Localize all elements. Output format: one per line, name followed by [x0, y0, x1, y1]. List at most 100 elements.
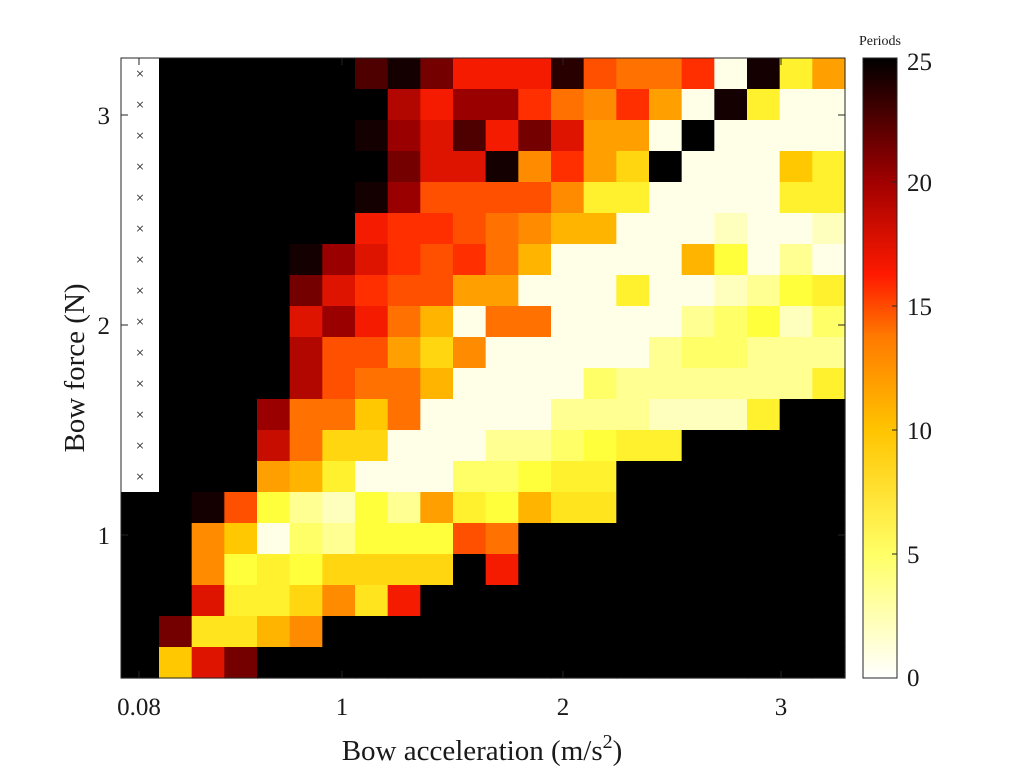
heatmap-cell [355, 647, 389, 679]
heatmap-cell [714, 585, 748, 617]
heatmap-cell [518, 337, 552, 369]
heatmap-cell [453, 58, 487, 90]
heatmap-cell [518, 554, 552, 586]
heatmap-cell [649, 554, 683, 586]
heatmap-cell [289, 399, 323, 431]
x-tick-label: 0.08 [117, 694, 161, 721]
heatmap-cell [616, 213, 650, 245]
heatmap-cell [224, 89, 258, 121]
heatmap-cell [289, 368, 323, 400]
heatmap-cell [583, 368, 617, 400]
heatmap-cell [616, 275, 650, 307]
heatmap-cell [714, 647, 748, 679]
heatmap-cell [616, 120, 650, 152]
heatmap-cell [812, 399, 846, 431]
heatmap-cell [616, 399, 650, 431]
heatmap-cell [322, 58, 356, 90]
heatmap-cell [387, 58, 421, 90]
heatmap-cell [747, 244, 781, 276]
heatmap-cell [583, 151, 617, 183]
heatmap-cell [159, 647, 193, 679]
heatmap-cell [747, 306, 781, 338]
heatmap-cell [355, 275, 389, 307]
heatmap-cell [322, 616, 356, 648]
no-data-marker: × [136, 191, 144, 207]
heatmap-cell [453, 554, 487, 586]
heatmap-cell [649, 368, 683, 400]
heatmap-cell [714, 151, 748, 183]
heatmap-cell [420, 120, 454, 152]
heatmap-cell [420, 151, 454, 183]
heatmap-cell [355, 337, 389, 369]
heatmap-cell [191, 523, 225, 555]
heatmap-cell [681, 492, 715, 524]
heatmap-cell [747, 89, 781, 121]
heatmap-cell [518, 647, 552, 679]
heatmap-cell [681, 647, 715, 679]
heatmap-cell [257, 616, 291, 648]
heatmap-cell [714, 306, 748, 338]
heatmap-cell [224, 58, 258, 90]
heatmap-cell [485, 430, 519, 462]
heatmap-cell [420, 461, 454, 493]
colorbar-title: Periods [859, 34, 901, 49]
heatmap-cell [387, 120, 421, 152]
heatmap-cell [191, 58, 225, 90]
heatmap-cell [551, 647, 585, 679]
heatmap-cell [420, 244, 454, 276]
heatmap-cell [159, 275, 193, 307]
heatmap-cell [485, 554, 519, 586]
heatmap-cell [714, 492, 748, 524]
heatmap-cell [551, 492, 585, 524]
colorbar-tick-label: 20 [907, 170, 932, 197]
heatmap-cell [485, 151, 519, 183]
heatmap-cell [714, 616, 748, 648]
heatmap-cell [191, 275, 225, 307]
no-data-marker: × [136, 439, 144, 455]
heatmap-cell [649, 647, 683, 679]
heatmap-cell [420, 368, 454, 400]
heatmap-cell [681, 275, 715, 307]
heatmap-cell [518, 213, 552, 245]
heatmap-cell [779, 182, 813, 214]
heatmap-cell [551, 399, 585, 431]
heatmap-cell [224, 523, 258, 555]
heatmap-cell [518, 306, 552, 338]
heatmap-cell [649, 585, 683, 617]
heatmap-cell [387, 399, 421, 431]
heatmap-cell [121, 492, 160, 524]
heatmap-cell [257, 647, 291, 679]
heatmap-cell [551, 213, 585, 245]
heatmap-cell [420, 647, 454, 679]
x-axis-ticks: 0.08 1 2 3 [117, 58, 787, 721]
heatmap-cell [681, 461, 715, 493]
no-data-marker: × [136, 346, 144, 362]
heatmap-cell [583, 244, 617, 276]
heatmap-cell [747, 58, 781, 90]
heatmap-cell [191, 151, 225, 183]
heatmap-cell [681, 337, 715, 369]
heatmap-cell [355, 306, 389, 338]
heatmap-cell [485, 120, 519, 152]
heatmap-cell [355, 430, 389, 462]
heatmap-cell [518, 430, 552, 462]
heatmap-cell [420, 337, 454, 369]
heatmap-cell [159, 213, 193, 245]
heatmap-cell [191, 492, 225, 524]
heatmap-cell [257, 120, 291, 152]
heatmap-cell [387, 554, 421, 586]
y-tick-label: 1 [98, 523, 111, 550]
y-axis-ticks: 1 2 3 [98, 103, 845, 550]
heatmap-cell [779, 647, 813, 679]
heatmap-cell [583, 213, 617, 245]
heatmap-cell [812, 151, 846, 183]
heatmap-cell [518, 182, 552, 214]
no-data-marker: × [136, 284, 144, 300]
colorbar-tick-label: 25 [907, 49, 932, 76]
heatmap-cell [649, 461, 683, 493]
heatmap-cell [485, 213, 519, 245]
heatmap-cell [485, 647, 519, 679]
heatmap-cell [812, 554, 846, 586]
heatmap-cell [681, 430, 715, 462]
heatmap-cell [224, 461, 258, 493]
